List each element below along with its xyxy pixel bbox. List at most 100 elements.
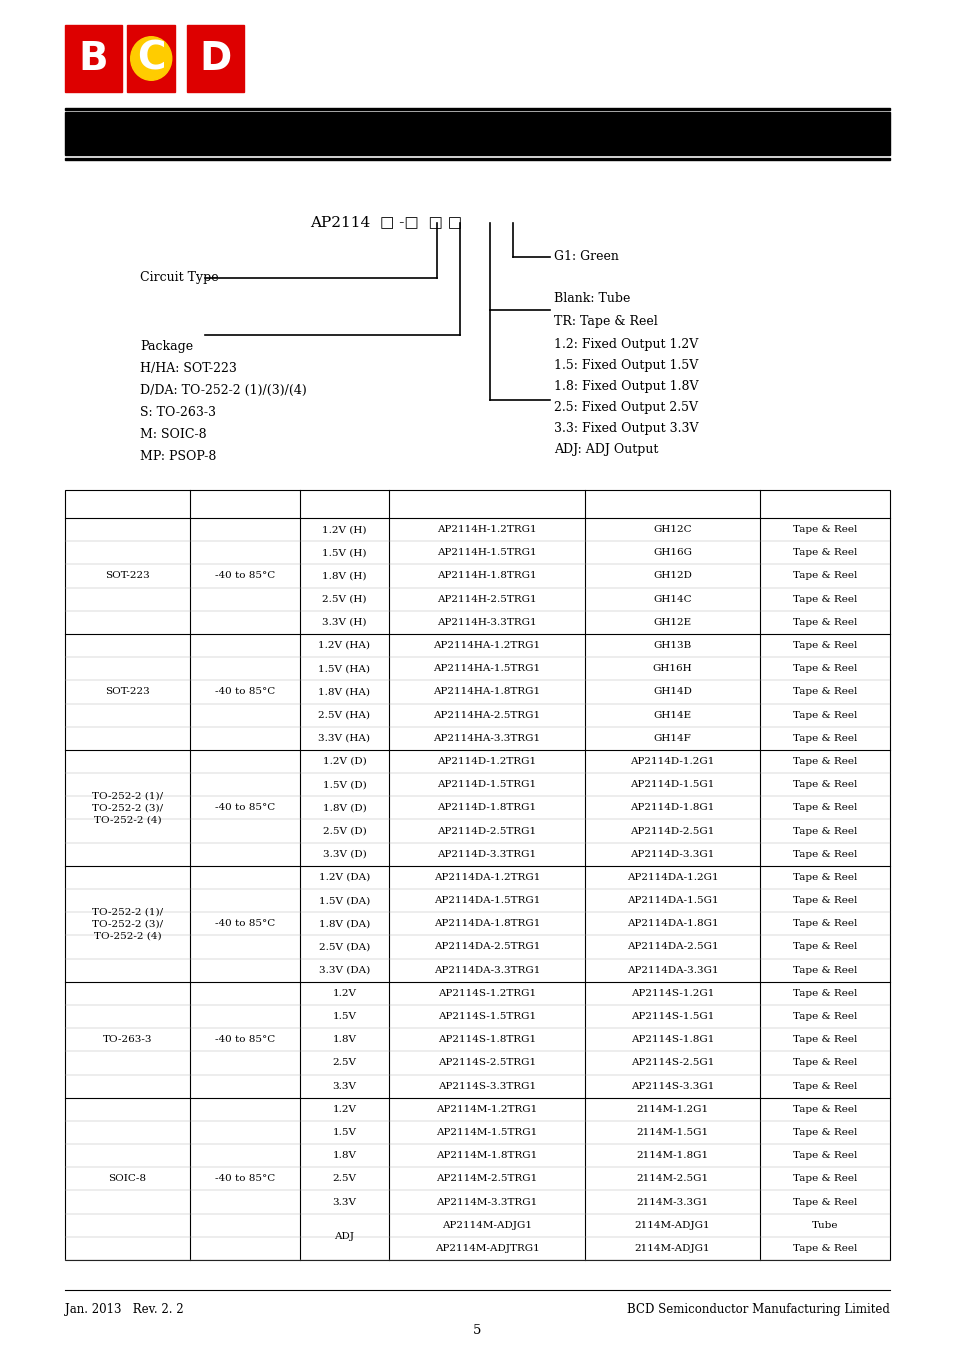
Text: AP2114DA-2.5G1: AP2114DA-2.5G1 [626, 942, 718, 952]
Text: Tape & Reel: Tape & Reel [792, 1174, 857, 1184]
Bar [187, 26, 244, 92]
Text: GH14D: GH14D [653, 687, 691, 697]
Text: 2.5V (HA): 2.5V (HA) [318, 710, 370, 720]
Text: AP2114M-1.8TRG1: AP2114M-1.8TRG1 [436, 1152, 537, 1160]
Text: AP2114D-1.2G1: AP2114D-1.2G1 [630, 757, 714, 765]
Text: GH12D: GH12D [653, 571, 691, 580]
Text: AP2114M-1.2TRG1: AP2114M-1.2TRG1 [436, 1104, 537, 1114]
Text: AP2114DA-3.3TRG1: AP2114DA-3.3TRG1 [434, 965, 539, 975]
Text: AP2114H-1.8TRG1: AP2114H-1.8TRG1 [436, 571, 537, 580]
Text: TR: Tape & Reel: TR: Tape & Reel [554, 316, 657, 328]
Text: 1.5V (HA): 1.5V (HA) [318, 664, 370, 674]
Text: 2114M-3.3G1: 2114M-3.3G1 [636, 1197, 708, 1207]
Text: Tape & Reel: Tape & Reel [792, 571, 857, 580]
Text: AP2114DA-1.2TRG1: AP2114DA-1.2TRG1 [434, 873, 539, 882]
Text: 1.2: Fixed Output 1.2V: 1.2: Fixed Output 1.2V [554, 339, 698, 351]
Text: Tape & Reel: Tape & Reel [792, 525, 857, 535]
Text: AP2114M-ADJG1: AP2114M-ADJG1 [441, 1220, 532, 1230]
Text: AP2114H-3.3TRG1: AP2114H-3.3TRG1 [436, 618, 537, 626]
Text: 5: 5 [473, 1323, 480, 1336]
Text: SOIC-8: SOIC-8 [109, 1174, 147, 1184]
Text: -40 to 85°C: -40 to 85°C [214, 687, 274, 697]
Text: AP2114D-1.8TRG1: AP2114D-1.8TRG1 [437, 803, 536, 813]
Text: 2.5V (DA): 2.5V (DA) [318, 942, 370, 952]
Text: AP2114DA-1.5TRG1: AP2114DA-1.5TRG1 [434, 896, 539, 905]
Text: AP2114M-ADJTRG1: AP2114M-ADJTRG1 [435, 1243, 538, 1253]
Text: Tape & Reel: Tape & Reel [792, 687, 857, 697]
Text: 1.8: Fixed Output 1.8V: 1.8: Fixed Output 1.8V [554, 381, 698, 393]
Text: 2.5V: 2.5V [333, 1174, 356, 1184]
Text: Tape & Reel: Tape & Reel [792, 1104, 857, 1114]
Text: 1.8V: 1.8V [333, 1152, 356, 1160]
Text: Tape & Reel: Tape & Reel [792, 1197, 857, 1207]
Text: SOT-223: SOT-223 [105, 571, 150, 580]
Text: AP2114HA-1.8TRG1: AP2114HA-1.8TRG1 [433, 687, 540, 697]
Text: GH16G: GH16G [652, 548, 691, 558]
Text: C: C [137, 39, 165, 77]
Text: H/HA: SOT-223: H/HA: SOT-223 [140, 362, 236, 375]
Text: Tape & Reel: Tape & Reel [792, 873, 857, 882]
Text: 1.8V (D): 1.8V (D) [322, 803, 366, 813]
Text: Tape & Reel: Tape & Reel [792, 641, 857, 651]
Text: AP2114S-1.8G1: AP2114S-1.8G1 [630, 1035, 714, 1044]
Text: Tape & Reel: Tape & Reel [792, 1152, 857, 1160]
Text: 1.2V (H): 1.2V (H) [322, 525, 366, 535]
Text: 1.5V: 1.5V [333, 1012, 356, 1021]
Text: AP2114D-2.5G1: AP2114D-2.5G1 [630, 826, 714, 836]
Bar [65, 158, 889, 161]
Text: AP2114HA-2.5TRG1: AP2114HA-2.5TRG1 [433, 710, 540, 720]
Text: BCD Semiconductor Manufacturing Limited: BCD Semiconductor Manufacturing Limited [626, 1304, 889, 1316]
Text: Tape & Reel: Tape & Reel [792, 1129, 857, 1137]
Text: 3.3V (D): 3.3V (D) [322, 849, 366, 859]
Text: AP2114DA-3.3G1: AP2114DA-3.3G1 [626, 965, 718, 975]
Text: AP2114DA-1.5G1: AP2114DA-1.5G1 [626, 896, 718, 905]
Text: 1.5V (DA): 1.5V (DA) [318, 896, 370, 905]
Text: Blank: Tube: Blank: Tube [554, 292, 630, 305]
Text: AP2114S-1.2G1: AP2114S-1.2G1 [630, 988, 714, 998]
Text: Tape & Reel: Tape & Reel [792, 757, 857, 765]
Text: Tape & Reel: Tape & Reel [792, 1058, 857, 1068]
Text: S: TO-263-3: S: TO-263-3 [140, 406, 215, 418]
Text: 3.3V: 3.3V [333, 1081, 356, 1091]
Text: AP2114D-1.5G1: AP2114D-1.5G1 [630, 780, 714, 790]
Text: AP2114H-1.2TRG1: AP2114H-1.2TRG1 [436, 525, 537, 535]
Text: Tape & Reel: Tape & Reel [792, 664, 857, 674]
Text: AP2114DA-1.8G1: AP2114DA-1.8G1 [626, 919, 718, 929]
Text: B: B [78, 39, 109, 77]
Text: AP2114D-1.2TRG1: AP2114D-1.2TRG1 [437, 757, 536, 765]
Text: AP2114DA-1.8TRG1: AP2114DA-1.8TRG1 [434, 919, 539, 929]
Text: 1.2V: 1.2V [333, 1104, 356, 1114]
Text: AP2114HA-3.3TRG1: AP2114HA-3.3TRG1 [433, 734, 540, 743]
Text: AP2114S-1.8TRG1: AP2114S-1.8TRG1 [437, 1035, 536, 1044]
Text: 3.3: Fixed Output 3.3V: 3.3: Fixed Output 3.3V [554, 423, 698, 436]
Bar [65, 108, 889, 109]
Text: TO-252-2 (1)/
TO-252-2 (3)/
TO-252-2 (4): TO-252-2 (1)/ TO-252-2 (3)/ TO-252-2 (4) [91, 791, 163, 823]
Text: -40 to 85°C: -40 to 85°C [214, 1035, 274, 1044]
Text: TO-263-3: TO-263-3 [103, 1035, 152, 1044]
Text: AP2114D-1.5TRG1: AP2114D-1.5TRG1 [437, 780, 536, 790]
Text: 1.5V (D): 1.5V (D) [322, 780, 366, 790]
Text: 2114M-1.8G1: 2114M-1.8G1 [636, 1152, 708, 1160]
Text: Tape & Reel: Tape & Reel [792, 988, 857, 998]
Text: D: D [199, 39, 232, 77]
Text: AP2114S-3.3TRG1: AP2114S-3.3TRG1 [437, 1081, 536, 1091]
Text: Tape & Reel: Tape & Reel [792, 896, 857, 905]
Text: GH12C: GH12C [653, 525, 691, 535]
Text: Tape & Reel: Tape & Reel [792, 1035, 857, 1044]
Text: D/DA: TO-252-2 (1)/(3)/(4): D/DA: TO-252-2 (1)/(3)/(4) [140, 383, 307, 397]
Text: Tape & Reel: Tape & Reel [792, 594, 857, 603]
Text: M: SOIC-8: M: SOIC-8 [140, 428, 207, 441]
Text: -40 to 85°C: -40 to 85°C [214, 919, 274, 929]
Text: 2114M-2.5G1: 2114M-2.5G1 [636, 1174, 708, 1184]
Text: 1.8V (H): 1.8V (H) [322, 571, 366, 580]
Text: -40 to 85°C: -40 to 85°C [214, 803, 274, 813]
Text: G1: Green: G1: Green [554, 251, 618, 263]
Text: Package: Package [140, 340, 193, 352]
Text: 1.5V: 1.5V [333, 1129, 356, 1137]
Text: 2.5V: 2.5V [333, 1058, 356, 1068]
Text: AP2114D-3.3TRG1: AP2114D-3.3TRG1 [437, 849, 536, 859]
Text: AP2114HA-1.5TRG1: AP2114HA-1.5TRG1 [433, 664, 540, 674]
Text: 3.3V: 3.3V [333, 1197, 356, 1207]
Text: MP: PSOP-8: MP: PSOP-8 [140, 450, 216, 463]
Text: Tape & Reel: Tape & Reel [792, 734, 857, 743]
